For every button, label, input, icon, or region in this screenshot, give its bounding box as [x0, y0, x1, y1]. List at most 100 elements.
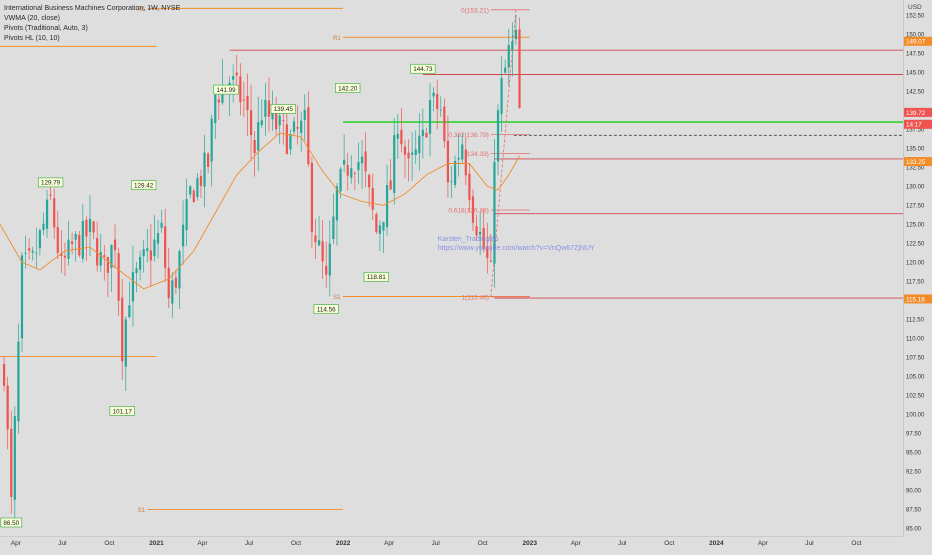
candle-body [486, 246, 489, 259]
y-tick-label: 147.50 [906, 52, 925, 58]
pivot-hl-label-box [37, 177, 64, 188]
candle-body [428, 99, 432, 134]
candle-body [357, 162, 360, 171]
y-tick-label: 152.50 [906, 14, 925, 20]
candle-body [303, 109, 306, 121]
indicator-pivots[interactable]: Pivots (Traditional, Auto, 3) [4, 25, 88, 32]
candle-body [411, 152, 414, 155]
candle-body [199, 176, 203, 186]
x-tick-label: Jul [805, 540, 814, 547]
candle-body [124, 319, 127, 367]
price-badge [904, 119, 932, 129]
fib-level-label: 1(115.46) [462, 294, 489, 301]
price-badge [904, 294, 932, 304]
candle-body [385, 185, 389, 228]
candle-body [146, 248, 149, 251]
y-tick-label: 95.00 [906, 451, 922, 457]
y-tick-label: 90.00 [906, 489, 922, 495]
candle-body [407, 152, 410, 159]
candle-body [164, 226, 167, 268]
candle-body [496, 110, 500, 162]
candle-body [307, 107, 310, 165]
candle-body [393, 135, 396, 193]
pivot-hl-label-text: 142.20 [338, 85, 358, 92]
y-tick-label: 135.00 [906, 147, 925, 153]
candle-body [479, 232, 482, 235]
candle-body [171, 280, 174, 304]
candle-body [489, 260, 492, 262]
candle-body [403, 146, 407, 155]
annotation-text: Karsten_Tradinglab [438, 236, 499, 243]
candle-body [450, 181, 453, 182]
pivot-hl-label: 142.20 [335, 83, 361, 93]
candle-body [239, 76, 242, 103]
candle-body [135, 268, 138, 273]
candle-body [378, 225, 382, 234]
pivot-hl-label: 139.45 [270, 104, 296, 114]
indicator-vwma[interactable]: VWMA (20, close) [4, 15, 61, 22]
candle-body [475, 226, 478, 236]
candle-body [249, 110, 253, 136]
candle-body [468, 173, 471, 201]
x-tick-label: Jul [618, 540, 627, 547]
candle-body [414, 149, 417, 155]
candle-body [160, 222, 163, 228]
annotation-text: https://www.youtube.com/watch?v=VnQw67Zj… [438, 245, 595, 252]
candle-body [310, 162, 314, 233]
y-tick-label: 92.50 [906, 470, 922, 476]
candle-body [139, 256, 142, 270]
candle-body [17, 341, 20, 422]
candle-body [181, 224, 185, 247]
pivot-label: R1 [333, 36, 341, 42]
candle-body [382, 221, 385, 231]
candle-body [149, 250, 152, 261]
pivot-hl-label-text: 101.17 [113, 408, 133, 415]
time-axis-background [0, 536, 932, 550]
candle-body [192, 190, 195, 203]
price-badge-text: 139.72 [906, 110, 926, 117]
pivot-hl-label: 129.79 [37, 177, 64, 188]
candle-body [296, 127, 299, 129]
candle-body [493, 161, 496, 264]
candle-body [400, 129, 403, 145]
y-tick-label: 112.50 [906, 318, 925, 324]
candle-body [511, 41, 514, 51]
candle-body [81, 220, 84, 259]
candle-body [28, 248, 31, 251]
candle-body [275, 112, 278, 130]
x-tick-label: 2022 [336, 540, 351, 547]
indicator-pivots-hl[interactable]: Pivots HL (10, 10) [4, 35, 60, 42]
candle-body [38, 230, 41, 249]
candle-body [396, 133, 399, 139]
candle-body [278, 115, 281, 126]
candle-body [156, 233, 160, 244]
candle-body [178, 251, 181, 289]
candle-body [504, 67, 507, 73]
fib-level-label: 0(153.21) [461, 7, 489, 14]
x-tick-label: Apr [384, 540, 395, 547]
candle-body [353, 173, 356, 175]
pivot-hl-label-text: 139.45 [274, 106, 294, 113]
price-badge [904, 107, 932, 117]
candle-body [113, 239, 117, 251]
candle-body [185, 199, 188, 231]
candle-body [461, 144, 464, 160]
candle-body [518, 29, 521, 109]
pivot-hl-label: 118.81 [363, 271, 389, 282]
symbol-title[interactable]: International Business Machines Corporat… [4, 5, 181, 12]
candle-body [282, 119, 285, 121]
candle-body [20, 255, 24, 339]
y-tick-label: 100.00 [906, 413, 925, 419]
candle-body [242, 99, 246, 101]
candle-body [53, 198, 56, 228]
pivot-label: R1 [138, 7, 146, 13]
candle-body [375, 214, 378, 233]
pivot-hl-label-box [0, 517, 23, 528]
candle-body [289, 134, 292, 150]
candle-body [457, 157, 460, 160]
pivot-label: S1 [138, 508, 146, 514]
candle-body [60, 253, 63, 256]
candle-body [85, 219, 88, 237]
